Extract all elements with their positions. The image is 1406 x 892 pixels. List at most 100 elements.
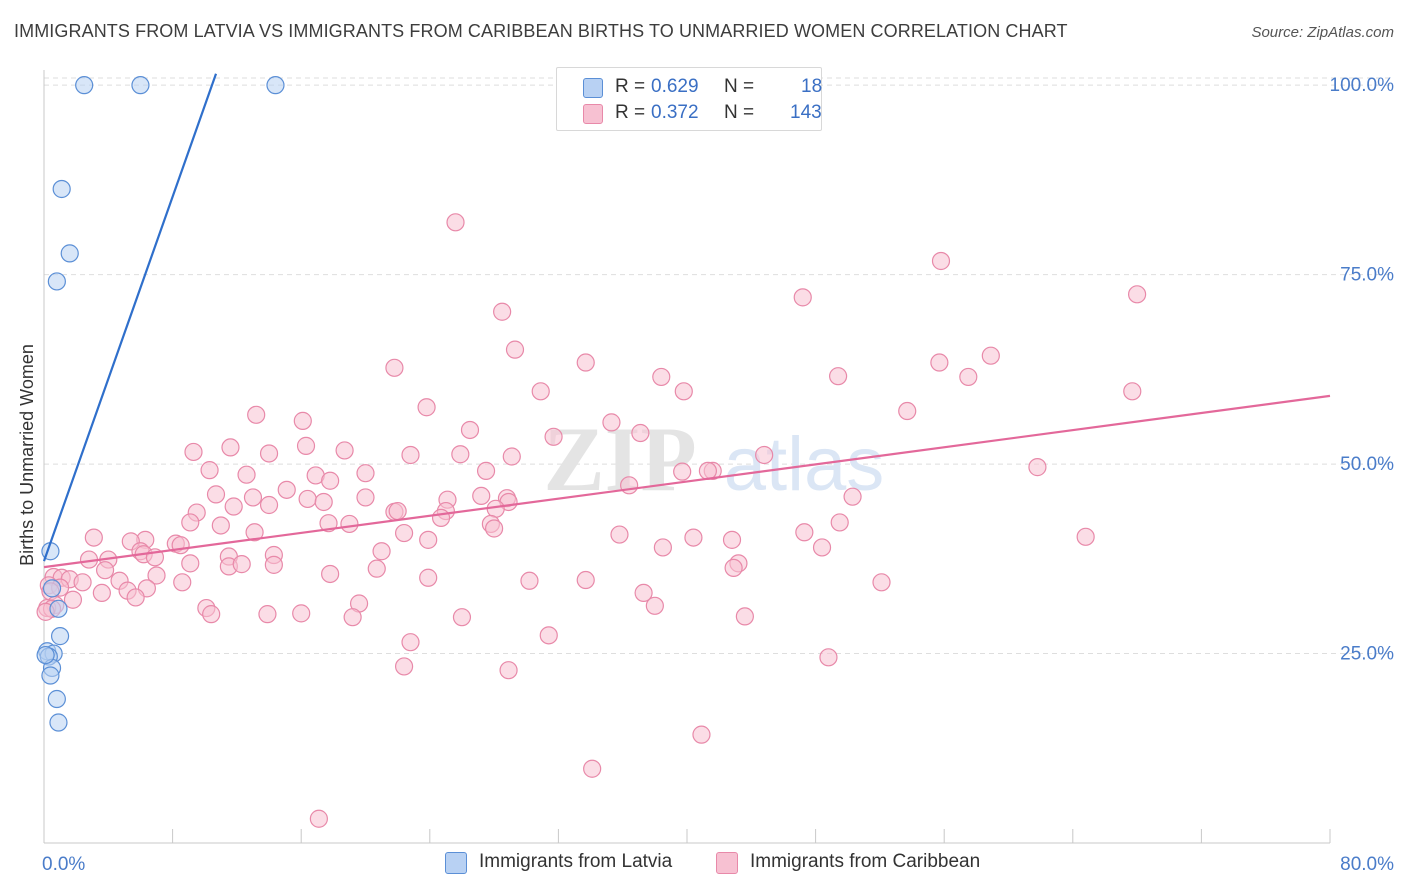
caribbean-point <box>335 441 354 460</box>
caribbean-point <box>343 608 362 627</box>
caribbean-point <box>652 367 671 387</box>
caribbean-point <box>898 401 917 421</box>
caribbean-point <box>812 538 832 557</box>
caribbean-point <box>819 648 838 667</box>
caribbean-point <box>247 405 266 424</box>
caribbean-point <box>634 583 653 603</box>
n-label: N = <box>724 76 755 97</box>
caribbean-point <box>722 530 742 549</box>
n-value: 143 <box>790 102 822 123</box>
caribbean-point <box>84 528 103 547</box>
caribbean-point <box>843 487 862 506</box>
y-tick-label: 100.0% <box>1330 75 1395 96</box>
caribbean-legend-swatch <box>716 852 738 874</box>
latvia-point <box>42 579 62 598</box>
caribbean-point <box>171 536 190 555</box>
caribbean-point <box>981 346 1000 365</box>
latvia-point <box>52 179 71 199</box>
latvia-point <box>36 645 55 665</box>
caribbean-point <box>602 413 621 432</box>
caribbean-point <box>388 501 407 521</box>
r-label: R = <box>615 76 646 97</box>
latvia-point <box>47 272 66 291</box>
caribbean-point <box>684 528 703 547</box>
caribbean-point <box>452 608 472 627</box>
latvia-legend-swatch <box>445 852 467 874</box>
caribbean-point <box>531 382 550 401</box>
caribbean-point <box>583 759 602 778</box>
caribbean-point <box>340 514 359 534</box>
y-tick-label: 75.0% <box>1340 265 1394 286</box>
caribbean-point <box>224 497 243 516</box>
caribbean-point <box>232 555 251 574</box>
data-points <box>36 76 1147 828</box>
caribbean-point <box>499 661 518 680</box>
caribbean-point <box>793 288 812 307</box>
caribbean-point <box>830 513 849 532</box>
caribbean-point <box>314 492 333 512</box>
caribbean-point <box>181 513 200 532</box>
caribbean-point <box>259 495 279 515</box>
caribbean-point <box>401 633 420 652</box>
caribbean-point <box>292 604 311 623</box>
caribbean-point <box>1028 458 1047 477</box>
caribbean-point <box>576 570 595 590</box>
chart-title: IMMIGRANTS FROM LATVIA VS IMMIGRANTS FRO… <box>14 21 1068 41</box>
y-tick-label: 25.0% <box>1340 644 1394 665</box>
caribbean-point <box>372 542 391 561</box>
caribbean-point <box>724 558 743 578</box>
caribbean-point <box>237 465 256 484</box>
latvia-swatch <box>583 78 603 98</box>
caribbean-point <box>95 561 115 580</box>
r-value: 0.629 <box>651 76 699 97</box>
caribbean-trend-line <box>43 394 1331 569</box>
latvia-point <box>131 76 150 95</box>
caribbean-point <box>674 382 693 401</box>
caribbean-point <box>258 605 277 624</box>
caribbean-point <box>385 358 404 377</box>
caribbean-point <box>539 626 558 645</box>
caribbean-swatch <box>583 104 603 124</box>
latvia-point <box>49 599 68 618</box>
caribbean-point <box>431 508 451 527</box>
caribbean-point <box>202 605 221 624</box>
y-axis-label: Births to Unmarried Women <box>17 344 37 566</box>
caribbean-point <box>872 573 891 592</box>
caribbean-point <box>259 444 279 463</box>
caribbean-point <box>645 596 664 615</box>
caribbean-point <box>356 488 375 507</box>
latvia-point <box>47 689 66 709</box>
latvia-trend-line <box>42 73 218 562</box>
source-credit: Source: ZipAtlas.com <box>1251 24 1394 41</box>
caribbean-point <box>493 302 512 321</box>
caribbean-point <box>451 445 470 464</box>
n-value: 18 <box>801 76 823 97</box>
caribbean-point <box>419 568 438 587</box>
caribbean-point <box>356 464 375 483</box>
caribbean-point <box>173 573 192 592</box>
stats-legend: R = 0.629 N = 18 R = 0.372 N = 143 <box>556 67 822 131</box>
caribbean-point <box>367 559 386 578</box>
caribbean-point <box>394 523 414 543</box>
y-tick-label: 50.0% <box>1340 454 1394 475</box>
caribbean-point <box>264 555 283 574</box>
caribbean-point <box>1127 285 1147 304</box>
caribbean-point <box>1076 527 1095 546</box>
caribbean-point <box>63 590 83 609</box>
caribbean-point <box>460 420 480 440</box>
r-label: R = <box>615 102 646 123</box>
caribbean-point <box>184 442 203 462</box>
caribbean-point <box>417 398 436 417</box>
caribbean-point <box>829 367 848 386</box>
r-value: 0.372 <box>651 102 699 123</box>
x-tick-label: 80.0% <box>1340 854 1394 875</box>
caribbean-point <box>296 436 316 455</box>
caribbean-point <box>544 427 563 446</box>
n-label: N = <box>724 102 755 123</box>
trend-lines <box>42 73 1331 569</box>
caribbean-point <box>206 485 226 504</box>
caribbean-point <box>653 538 672 557</box>
caribbean-point <box>576 353 595 372</box>
axes <box>43 70 1331 844</box>
